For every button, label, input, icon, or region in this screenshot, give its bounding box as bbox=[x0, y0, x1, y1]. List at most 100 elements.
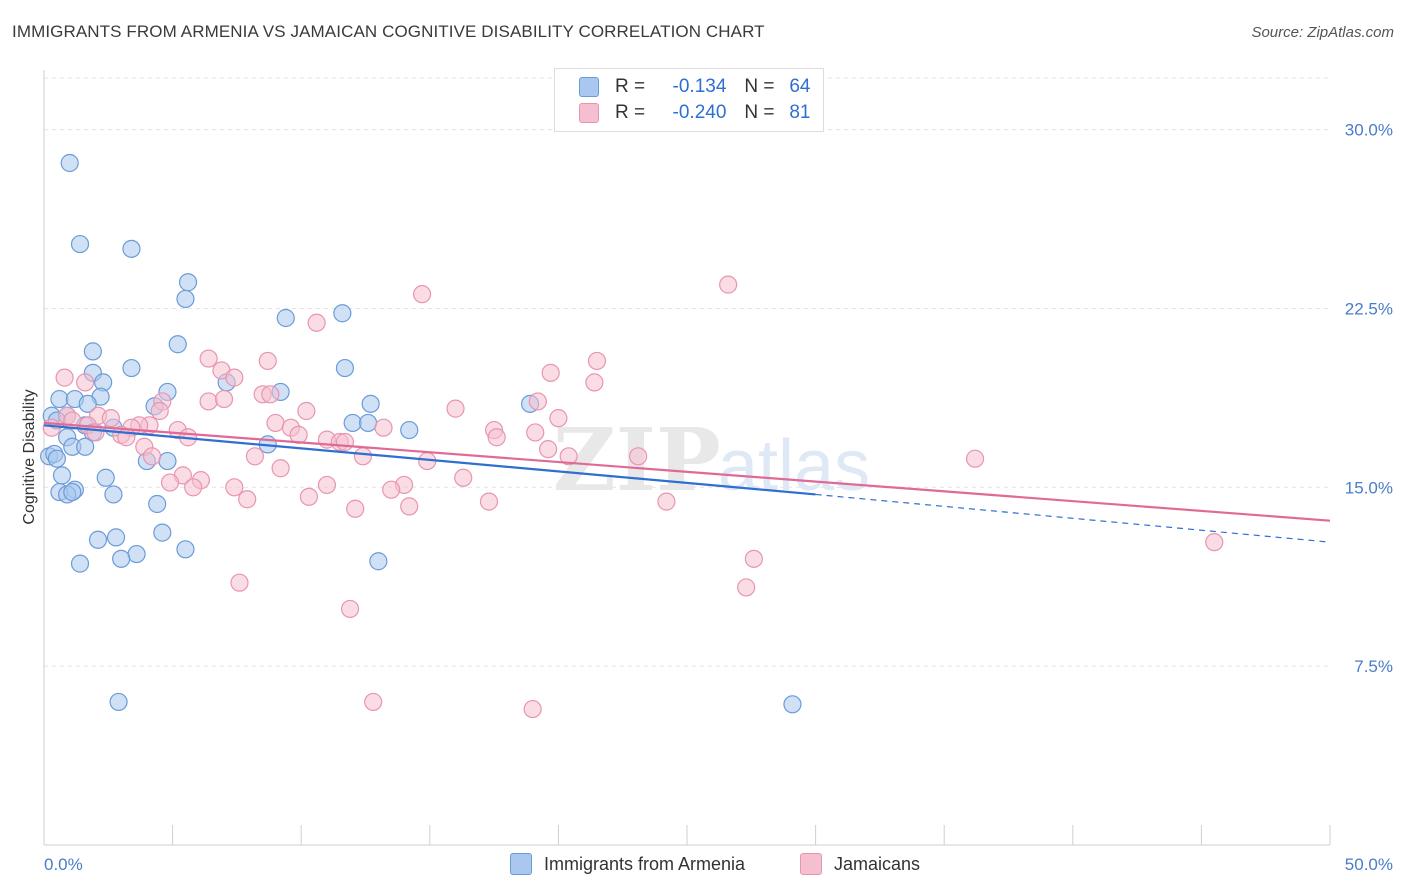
jamaican-point bbox=[737, 578, 756, 597]
jamaican-point bbox=[199, 349, 218, 368]
jamaican-point bbox=[238, 490, 257, 509]
armenia-point bbox=[158, 451, 177, 471]
jamaican-point bbox=[42, 418, 61, 437]
jamaican-point bbox=[446, 399, 465, 418]
armenia-point bbox=[76, 437, 95, 456]
x-tick-label: 50.0% bbox=[1345, 855, 1393, 874]
legend-n-label: N = bbox=[744, 102, 775, 123]
legend-n-label: N = bbox=[744, 76, 775, 97]
jamaican-point bbox=[245, 447, 265, 466]
armenia-point bbox=[276, 308, 295, 328]
armenia-point bbox=[78, 394, 97, 413]
armenia-point bbox=[122, 358, 141, 378]
jamaican-point bbox=[353, 447, 373, 466]
tick-labels: 7.5% 15.0% 22.5% 30.0% 0.0% 50.0% bbox=[44, 121, 1393, 874]
armenia-point bbox=[333, 304, 352, 323]
armenia-point bbox=[47, 449, 66, 468]
y-tick-label: 15.0% bbox=[1345, 478, 1393, 497]
trend-lines bbox=[43, 421, 1331, 543]
armenia-point bbox=[153, 523, 172, 542]
armenia-point bbox=[148, 494, 167, 514]
x-tick-label: 0.0% bbox=[44, 855, 83, 874]
jamaican-point bbox=[230, 573, 249, 592]
legend-row-armenia: R = -0.134 N = 64 bbox=[579, 74, 811, 100]
jamaican-point bbox=[539, 440, 558, 459]
jamaican-point bbox=[266, 413, 285, 433]
jamaican-trend-line bbox=[43, 421, 1331, 522]
armenia-point bbox=[178, 273, 198, 292]
armenia-point bbox=[176, 540, 195, 559]
legend-r-label: R = bbox=[615, 76, 646, 97]
jamaican-point bbox=[317, 475, 337, 495]
armenia-point bbox=[127, 544, 146, 564]
jamaican-point bbox=[587, 351, 607, 371]
bottom-legend-swatch-blue bbox=[510, 853, 532, 875]
jamaican-point bbox=[199, 392, 218, 411]
armenia-point bbox=[88, 530, 108, 549]
jamaican-point bbox=[374, 418, 393, 437]
jamaican-point bbox=[479, 492, 499, 511]
legend-r-value: -0.240 bbox=[672, 102, 727, 123]
legend-row-jamaicans: R = -0.240 N = 81 bbox=[579, 100, 811, 126]
jamaican-point bbox=[160, 473, 180, 492]
armenia-point bbox=[343, 413, 362, 433]
jamaican-point bbox=[585, 373, 604, 392]
jamaican-point bbox=[261, 385, 280, 404]
armenia-point bbox=[783, 695, 802, 714]
jamaican-point bbox=[400, 497, 419, 516]
jamaican-point bbox=[559, 447, 578, 466]
y-axis-label: Cognitive Disability bbox=[21, 389, 38, 524]
legend-n-value: 81 bbox=[789, 102, 811, 123]
armenia-point bbox=[168, 335, 187, 354]
jamaican-point bbox=[364, 692, 383, 712]
jamaican-point bbox=[184, 478, 203, 497]
jamaican-point bbox=[225, 368, 244, 387]
y-tick-label: 7.5% bbox=[1354, 657, 1393, 676]
source-label: Source: ZipAtlas.com bbox=[1251, 24, 1394, 41]
bottom-legend-jamaicans: Jamaicans bbox=[800, 850, 920, 878]
jamaican-point bbox=[1205, 533, 1224, 552]
jamaican-point bbox=[76, 373, 95, 392]
armenia-point bbox=[176, 289, 195, 309]
jamaican-point bbox=[412, 285, 432, 304]
jamaican-point bbox=[549, 409, 568, 428]
armenia-point bbox=[96, 468, 115, 487]
jamaican-point bbox=[214, 389, 234, 409]
jamaican-point bbox=[225, 478, 244, 497]
watermark-atlas: atlas bbox=[718, 426, 870, 506]
jamaican-point bbox=[340, 599, 360, 619]
jamaican-point bbox=[528, 392, 547, 411]
jamaican-point bbox=[101, 409, 120, 428]
y-tick-label: 22.5% bbox=[1345, 299, 1393, 318]
jamaican-point bbox=[744, 549, 763, 568]
chart-title: IMMIGRANTS FROM ARMENIA VS JAMAICAN COGN… bbox=[12, 22, 765, 41]
jamaican-point bbox=[258, 351, 277, 371]
armenia-point bbox=[104, 485, 123, 504]
jamaican-point bbox=[346, 499, 365, 518]
jamaican-point bbox=[271, 459, 290, 478]
armenia-point bbox=[358, 413, 378, 433]
armenia-point bbox=[122, 239, 141, 258]
bottom-legend-swatch-pink bbox=[800, 853, 822, 875]
armenia-point bbox=[106, 528, 126, 547]
jamaican-point bbox=[299, 487, 319, 506]
jamaican-point bbox=[629, 447, 648, 466]
armenia-point bbox=[60, 153, 79, 173]
armenia-point bbox=[112, 549, 131, 568]
armenia-trend-extension bbox=[815, 493, 1331, 543]
jamaican-point bbox=[150, 401, 169, 421]
legend-swatch-pink bbox=[579, 103, 599, 123]
jamaican-point bbox=[454, 468, 473, 487]
armenia-point bbox=[70, 234, 90, 254]
legend-r-label: R = bbox=[615, 102, 646, 123]
jamaican-point bbox=[55, 368, 74, 387]
y-tick-label: 30.0% bbox=[1345, 121, 1393, 140]
bottom-legend-label: Immigrants from Armenia bbox=[544, 853, 746, 874]
correlation-legend: R = -0.134 N = 64 R = -0.240 N = 81 bbox=[554, 68, 824, 132]
jamaican-point bbox=[719, 275, 738, 294]
armenia-point bbox=[335, 358, 355, 378]
jamaican-point bbox=[487, 428, 506, 447]
bottom-legend-armenia: Immigrants from Armenia bbox=[510, 850, 745, 878]
armenia-point bbox=[109, 692, 128, 712]
